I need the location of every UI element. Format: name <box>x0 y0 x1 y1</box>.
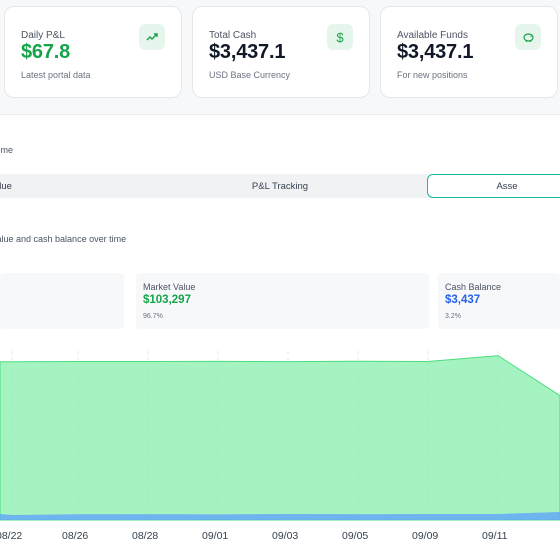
tab-pnl-tracking[interactable]: P&L Tracking <box>251 180 309 192</box>
x-tick-label: 09/09 <box>412 530 439 542</box>
market-value-stat: Market Value $103,297 96.7% <box>136 273 429 329</box>
market-value-amount: $103,297 <box>143 294 191 306</box>
available-funds-card: Available Funds $3,437.1 For new positio… <box>380 6 558 98</box>
total-cash-card: Total Cash $3,437.1 USD Base Currency $ <box>192 6 370 98</box>
x-tick-label: 09/05 <box>342 530 369 542</box>
daily-pnl-card: Daily P&L $67.8 Latest portal data <box>4 6 182 98</box>
piggy-bank-icon <box>515 24 541 50</box>
daily-pnl-subtext: Latest portal data <box>21 70 91 80</box>
total-cash-subtext: USD Base Currency <box>209 70 291 80</box>
daily-pnl-label: Daily P&L <box>21 30 65 41</box>
series-cash-balance-area <box>0 512 560 520</box>
market-value-label: Market Value <box>143 282 196 292</box>
x-tick-label: 08/26 <box>62 530 89 542</box>
tab-assets[interactable]: Asse <box>427 174 560 198</box>
available-funds-value: $3,437.1 <box>397 41 474 63</box>
cash-balance-percent: 3.2% <box>445 313 461 320</box>
available-funds-subtext: For new positions <box>397 70 468 80</box>
daily-pnl-value: $67.8 <box>21 41 71 63</box>
asset-area-chart <box>0 351 560 521</box>
cash-balance-amount: $3,437 <box>445 294 481 306</box>
x-tick-label: 08/22 <box>0 530 23 542</box>
total-cash-label: Total Cash <box>209 30 257 41</box>
x-tick-label: 09/01 <box>202 530 229 542</box>
series-market-value-area <box>0 355 560 521</box>
available-funds-label: Available Funds <box>397 30 468 41</box>
x-tick-label: 09/03 <box>272 530 299 542</box>
total-cash-value: $3,437.1 <box>209 41 286 63</box>
portfolio-section: time alue P&L Tracking Asse value and ca… <box>0 114 560 560</box>
trending-up-icon <box>139 24 165 50</box>
dollar-icon: $ <box>327 24 353 50</box>
x-tick-label: 09/11 <box>482 530 508 542</box>
stat-box-partial <box>0 273 124 329</box>
market-value-percent: 96.7% <box>143 313 163 320</box>
section-title: time <box>0 145 14 155</box>
chart-subtitle: value and cash balance over time <box>0 234 127 244</box>
view-tabs: alue P&L Tracking Asse <box>0 174 560 198</box>
cash-balance-label: Cash Balance <box>445 282 502 292</box>
x-tick-label: 08/28 <box>132 530 159 542</box>
cash-balance-stat: Cash Balance $3,437 3.2% <box>438 273 560 329</box>
tab-value[interactable]: alue <box>0 180 12 192</box>
